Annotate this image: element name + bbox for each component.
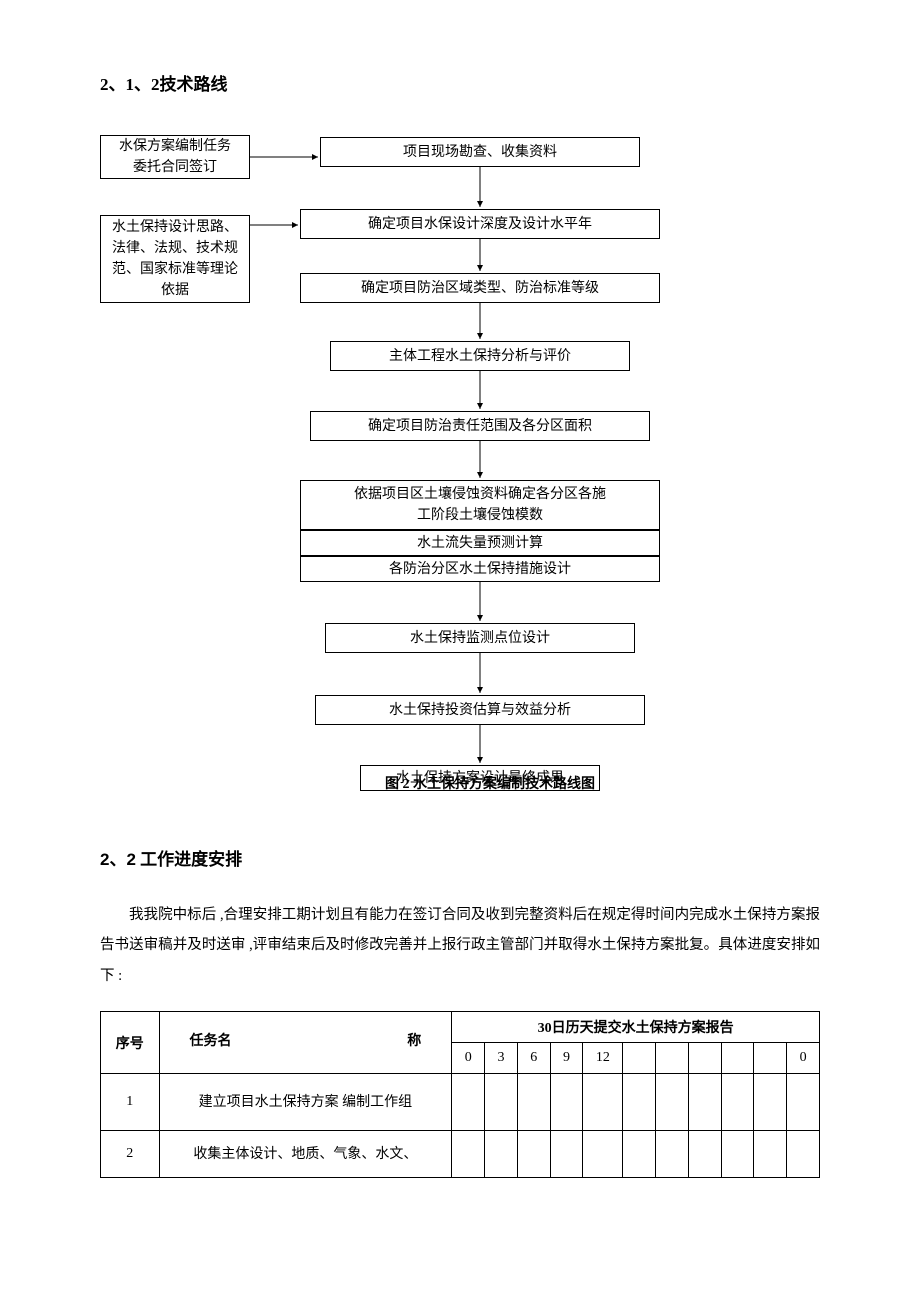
gantt-cell xyxy=(583,1131,623,1178)
flowchart-node: 水土流失量预测计算 xyxy=(300,530,660,556)
flowchart-node: 项目现场勘查、收集资料 xyxy=(320,137,640,167)
day-cell xyxy=(688,1043,721,1074)
heading-technical-route: 2、1、2技术路线 xyxy=(100,70,820,95)
gantt-cell xyxy=(787,1131,820,1178)
task-label-left: 任务名 xyxy=(190,1030,232,1050)
flowchart-node: 水保方案编制任务委托合同签订 xyxy=(100,135,250,179)
flowchart-node: 水土保持投资估算与效益分析 xyxy=(315,695,645,725)
day-cell: 9 xyxy=(550,1043,583,1074)
heading-schedule: 2、2 工作进度安排 xyxy=(100,845,820,870)
gantt-cell xyxy=(485,1131,518,1178)
flowchart-node: 确定项目防治责任范围及各分区面积 xyxy=(310,411,650,441)
flowchart-node: 水土保持设计思路、法律、法规、技术规范、国家标准等理论依据 xyxy=(100,215,250,303)
day-cell xyxy=(721,1043,754,1074)
heading-text: 技术路线 xyxy=(160,75,228,94)
col-header-task: 任务名 称 xyxy=(159,1012,452,1074)
task-label-right: 称 xyxy=(407,1030,421,1050)
gantt-cell xyxy=(754,1131,787,1178)
gantt-cell xyxy=(688,1131,721,1178)
day-cell: 0 xyxy=(452,1043,485,1074)
table-row: 2收集主体设计、地质、气象、水文、 xyxy=(101,1131,820,1178)
gantt-cell xyxy=(623,1074,656,1131)
day-cell: 0 xyxy=(787,1043,820,1074)
flowchart-container: 水保方案编制任务委托合同签订水土保持设计思路、法律、法规、技术规范、国家标准等理… xyxy=(100,125,820,825)
day-cell xyxy=(623,1043,656,1074)
seq-cell: 1 xyxy=(101,1074,160,1131)
heading-prefix: 2、1、2 xyxy=(100,75,160,94)
gantt-cell xyxy=(656,1074,689,1131)
gantt-cell xyxy=(721,1074,754,1131)
flowchart-node: 主体工程水土保持分析与评价 xyxy=(330,341,630,371)
col-header-days-title: 30日历天提交水土保持方案报告 xyxy=(452,1012,820,1043)
gantt-cell xyxy=(754,1074,787,1131)
day-cell xyxy=(754,1043,787,1074)
gantt-cell xyxy=(517,1131,550,1178)
gantt-cell xyxy=(656,1131,689,1178)
gantt-cell xyxy=(787,1074,820,1131)
table-row: 1建立项目水土保持方案 编制工作组 xyxy=(101,1074,820,1131)
gantt-cell xyxy=(721,1131,754,1178)
page-root: 2、1、2技术路线 水保方案编制任务委托合同签订水土保持设计思路、法律、法规、技… xyxy=(0,0,920,1218)
col-header-seq: 序号 xyxy=(101,1012,160,1074)
gantt-cell xyxy=(517,1074,550,1131)
flowchart-node: 水土保持监测点位设计 xyxy=(325,623,635,653)
schedule-table: 序号 任务名 称 30日历天提交水土保持方案报告 0369120 1建立项目水土… xyxy=(100,1011,820,1178)
flowchart-node: 各防治分区水土保持措施设计 xyxy=(300,556,660,582)
heading2-text: 工作进度安排 xyxy=(136,850,242,869)
flowchart-node: 依据项目区土壤侵蚀资料确定各分区各施工阶段土壤侵蚀模数 xyxy=(300,480,660,530)
seq-cell: 2 xyxy=(101,1131,160,1178)
gantt-cell xyxy=(485,1074,518,1131)
gantt-cell xyxy=(452,1074,485,1131)
day-cell: 3 xyxy=(485,1043,518,1074)
day-cell: 6 xyxy=(517,1043,550,1074)
flowchart-node: 确定项目防治区域类型、防治标准等级 xyxy=(300,273,660,303)
heading2-prefix: 2、2 xyxy=(100,850,136,869)
task-cell: 建立项目水土保持方案 编制工作组 xyxy=(159,1074,452,1131)
gantt-cell xyxy=(688,1074,721,1131)
flowchart-caption: 图 2 水土保持方案编制技术路线图 xyxy=(350,773,630,793)
day-cell xyxy=(656,1043,689,1074)
flowchart-node: 确定项目水保设计深度及设计水平年 xyxy=(300,209,660,239)
gantt-cell xyxy=(583,1074,623,1131)
gantt-cell xyxy=(623,1131,656,1178)
task-cell: 收集主体设计、地质、气象、水文、 xyxy=(159,1131,452,1178)
gantt-cell xyxy=(452,1131,485,1178)
gantt-cell xyxy=(550,1131,583,1178)
schedule-intro-paragraph: 我我院中标后 ,合理安排工期计划且有能力在签订合同及收到完整资料后在规定得时间内… xyxy=(100,900,820,991)
day-cell: 12 xyxy=(583,1043,623,1074)
gantt-cell xyxy=(550,1074,583,1131)
